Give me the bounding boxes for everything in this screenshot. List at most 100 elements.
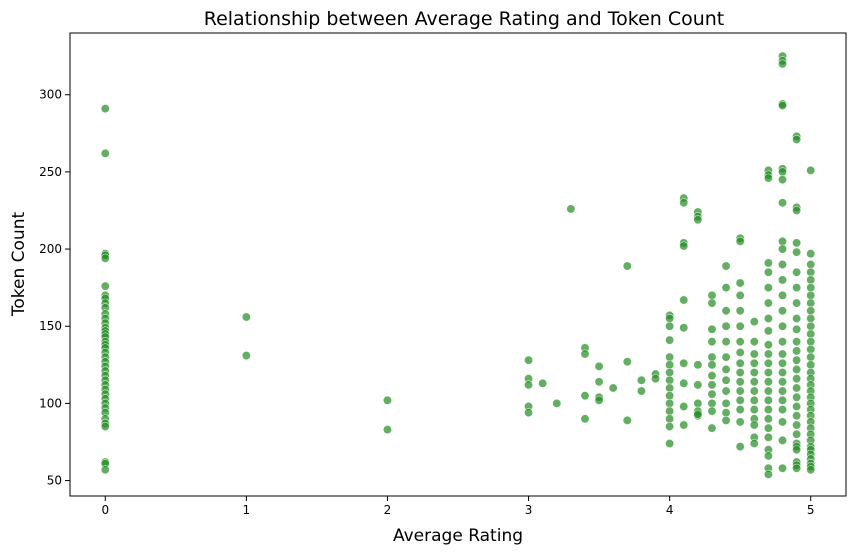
scatter-point bbox=[721, 398, 731, 408]
scatter-point bbox=[665, 335, 675, 345]
scatter-point bbox=[721, 408, 731, 418]
y-tick-label: 50 bbox=[47, 474, 62, 488]
x-axis-ticks: 0 1 2 3 4 5 bbox=[101, 496, 815, 517]
scatter-point bbox=[763, 358, 773, 368]
scatter-point bbox=[665, 398, 675, 408]
scatter-point bbox=[763, 349, 773, 359]
scatter-point bbox=[763, 432, 773, 442]
scatter-point bbox=[806, 275, 816, 285]
scatter-point bbox=[735, 442, 745, 452]
scatter-point bbox=[763, 405, 773, 415]
scatter-point bbox=[735, 236, 745, 246]
scatter-point bbox=[763, 173, 773, 183]
scatter-point bbox=[778, 175, 788, 185]
scatter-point bbox=[792, 134, 802, 144]
scatter-point bbox=[763, 340, 773, 350]
scatter-point bbox=[763, 423, 773, 433]
scatter-point bbox=[806, 465, 816, 475]
scatter-point bbox=[792, 337, 802, 347]
y-tick-label: 100 bbox=[39, 396, 62, 410]
scatter-point bbox=[763, 368, 773, 378]
scatter-point bbox=[735, 386, 745, 396]
scatter-point bbox=[792, 247, 802, 257]
scatter-point bbox=[778, 321, 788, 331]
scatter-point bbox=[735, 358, 745, 368]
scatter-point bbox=[721, 261, 731, 271]
scatter-point bbox=[100, 281, 110, 291]
x-tick-label: 0 bbox=[101, 503, 109, 517]
y-axis-label: Token Count bbox=[9, 212, 29, 318]
scatter-point bbox=[778, 59, 788, 69]
scatter-point bbox=[693, 398, 703, 408]
scatter-point bbox=[806, 344, 816, 354]
scatter-point bbox=[806, 337, 816, 347]
scatter-point bbox=[792, 283, 802, 293]
scatter-point bbox=[721, 415, 731, 425]
scatter-point bbox=[792, 314, 802, 324]
scatter-point bbox=[778, 167, 788, 177]
scatter-point bbox=[806, 290, 816, 300]
scatter-point bbox=[241, 312, 251, 322]
scatter-point bbox=[665, 422, 675, 432]
scatter-point bbox=[100, 104, 110, 114]
scatter-point bbox=[580, 391, 590, 401]
scatter-point bbox=[806, 267, 816, 277]
scatter-point bbox=[241, 351, 251, 361]
scatter-point bbox=[778, 386, 788, 396]
scatter-point bbox=[707, 371, 717, 381]
scatter-point bbox=[721, 375, 731, 385]
scatter-point bbox=[665, 352, 675, 362]
scatter-point bbox=[679, 358, 689, 368]
scatter-point bbox=[749, 358, 759, 368]
scatter-point bbox=[594, 395, 604, 405]
scatter-point bbox=[693, 409, 703, 419]
scatter-point bbox=[693, 380, 703, 390]
scatter-point bbox=[792, 383, 802, 393]
scatter-point bbox=[622, 261, 632, 271]
scatter-point bbox=[778, 377, 788, 387]
scatter-point bbox=[707, 324, 717, 334]
scatter-point bbox=[665, 406, 675, 416]
scatter-point bbox=[594, 361, 604, 371]
scatter-point bbox=[721, 337, 731, 347]
scatter-point bbox=[382, 395, 392, 405]
scatter-point bbox=[636, 375, 646, 385]
scatter-point bbox=[665, 383, 675, 393]
scatter-point bbox=[749, 439, 759, 449]
scatter-point bbox=[792, 267, 802, 277]
scatter-point bbox=[749, 349, 759, 359]
scatter-point bbox=[778, 259, 788, 269]
scatter-point bbox=[622, 357, 632, 367]
scatter-point bbox=[806, 283, 816, 293]
scatter-point bbox=[707, 352, 717, 362]
x-tick-label: 4 bbox=[666, 503, 674, 517]
scatter-point bbox=[778, 349, 788, 359]
scatter-point bbox=[792, 205, 802, 215]
scatter-point bbox=[792, 463, 802, 473]
scatter-point bbox=[792, 401, 802, 411]
scatter-point bbox=[792, 392, 802, 402]
scatter-point bbox=[763, 314, 773, 324]
scatter-point bbox=[806, 321, 816, 331]
scatter-point bbox=[778, 236, 788, 246]
scatter-point bbox=[735, 321, 745, 331]
scatter-point bbox=[749, 337, 759, 347]
scatter-point bbox=[552, 398, 562, 408]
scatter-point bbox=[622, 415, 632, 425]
scatter-point bbox=[665, 439, 675, 449]
scatter-point bbox=[735, 290, 745, 300]
scatter-point bbox=[382, 425, 392, 435]
scatter-point bbox=[100, 148, 110, 158]
scatter-point bbox=[707, 423, 717, 433]
scatter-point bbox=[707, 298, 717, 308]
scatter-point bbox=[806, 306, 816, 316]
scatter-point bbox=[806, 165, 816, 175]
scatter-point bbox=[665, 375, 675, 385]
scatter-point bbox=[693, 360, 703, 370]
scatter-point bbox=[735, 405, 745, 415]
scatter-point bbox=[721, 364, 731, 374]
scatter-point bbox=[792, 411, 802, 421]
scatter-point bbox=[778, 435, 788, 445]
scatter-point bbox=[763, 377, 773, 387]
scatter-point bbox=[763, 451, 773, 461]
